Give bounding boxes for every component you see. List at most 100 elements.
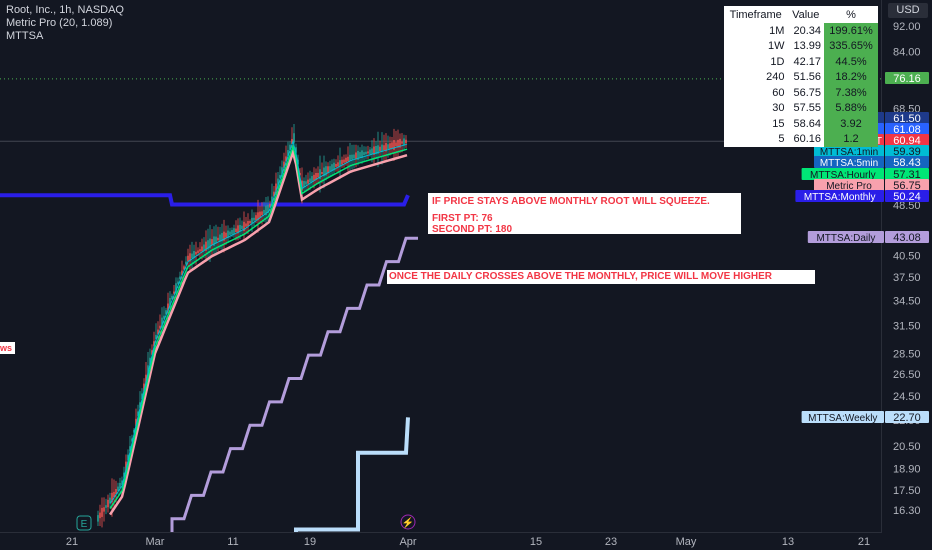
news-label[interactable]: ws <box>0 342 16 354</box>
price-candle <box>325 166 327 176</box>
mttsa-1min-line <box>109 139 408 504</box>
price-candle <box>123 472 125 478</box>
price-candle <box>249 221 251 224</box>
price-candle <box>181 270 183 276</box>
price-candle <box>109 497 111 504</box>
price-value-label: 50.24 <box>893 191 921 203</box>
y-tick-label: 37.50 <box>893 272 921 284</box>
price-candle <box>209 238 211 249</box>
price-candle <box>281 167 283 175</box>
price-candle <box>237 225 239 234</box>
x-tick-label: Apr <box>399 536 416 548</box>
price-candle <box>305 181 307 185</box>
timeframe-table: Timeframe Value % 1M 20.34 199.61% 1W 13.99… <box>724 6 878 147</box>
price-candle <box>267 204 269 214</box>
mttsa-monthly-line <box>0 193 410 207</box>
row-pct: 199.61% <box>824 23 878 39</box>
price-value-label: 61.08 <box>893 124 921 136</box>
price-candle <box>139 402 141 408</box>
table-row: 60 56.75 7.38% <box>724 85 878 101</box>
price-candle <box>319 169 321 179</box>
price-name-tag <box>814 179 884 191</box>
price-candle <box>259 211 261 218</box>
price-candle <box>111 492 113 503</box>
annotation-squeeze[interactable]: IF PRICE STAYS ABOVE MONTHLY ROOT WILL S… <box>428 193 741 235</box>
price-candle <box>331 164 333 171</box>
annotation-squeeze-line1: IF PRICE STAYS ABOVE MONTHLY ROOT WILL S… <box>432 196 710 207</box>
price-name-label: MTTSA:5min <box>820 158 878 169</box>
price-candle <box>117 486 119 491</box>
price-candle <box>379 146 381 152</box>
price-candle <box>159 325 161 329</box>
row-value: 20.34 <box>793 24 822 37</box>
price-candle <box>177 281 179 284</box>
price-candle <box>343 159 345 163</box>
price-candle <box>369 149 371 155</box>
price-candle <box>251 217 253 224</box>
price-value-label: 60.94 <box>893 135 921 147</box>
price-candle <box>397 139 399 148</box>
row-value: 60.16 <box>793 133 822 146</box>
price-candle <box>129 446 131 452</box>
price-candle <box>223 231 225 241</box>
price-candle <box>393 140 395 150</box>
y-tick-label: 48.50 <box>893 200 921 212</box>
price-candle <box>115 488 117 495</box>
annotation-first-pt: FIRST PT: 76 <box>432 213 493 224</box>
price-candle <box>161 317 163 327</box>
price-axis-panel <box>882 0 932 550</box>
price-candle <box>215 236 217 244</box>
row-pct: 3.92 <box>824 116 878 132</box>
annotation-daily-cross[interactable]: ONCE THE DAILY CROSSES ABOVE THE MONTHLY… <box>387 270 815 284</box>
y-tick-label: 20.50 <box>893 441 921 453</box>
legend-mttsa[interactable]: MTTSA <box>6 30 44 42</box>
legend-symbol[interactable]: Root, Inc., 1h, NASDAQ <box>6 4 124 16</box>
price-candle <box>197 250 199 254</box>
price-candle <box>291 138 293 144</box>
price-candle <box>289 144 291 150</box>
price-value-label: 58.43 <box>893 157 921 169</box>
currency-button[interactable]: USD <box>888 3 928 18</box>
price-candle <box>295 147 297 153</box>
y-tick-label: 92.00 <box>893 21 921 33</box>
price-value-tag <box>885 112 929 124</box>
price-candle <box>271 196 273 204</box>
y-tick-label: 26.50 <box>893 369 921 381</box>
y-tick-label: 24.50 <box>893 391 921 403</box>
price-candle <box>317 172 319 178</box>
price-value-tag <box>885 231 929 243</box>
price-name-tag <box>795 190 884 202</box>
price-value-tag <box>885 168 929 180</box>
price-candle <box>107 499 109 508</box>
price-candle <box>341 159 343 165</box>
price-candle <box>337 162 339 167</box>
row-value: 57.55 <box>793 102 822 115</box>
price-candle <box>363 152 365 155</box>
row-pct: 5.88% <box>824 100 878 116</box>
price-candle <box>167 303 169 312</box>
x-tick-label: Mar <box>146 536 165 548</box>
price-candle <box>233 228 235 235</box>
price-candle <box>287 150 289 157</box>
price-value-tag <box>885 134 929 146</box>
price-candle <box>239 224 241 232</box>
row-tf: 15 <box>772 117 785 130</box>
legend-metric-pro[interactable]: Metric Pro (20, 1.089) <box>6 17 113 29</box>
price-value-label: 43.08 <box>893 232 921 244</box>
table-header-row: Timeframe Value % <box>724 6 878 23</box>
price-candle <box>351 154 353 160</box>
price-candle <box>203 244 205 251</box>
price-name-tag <box>807 231 884 243</box>
price-candle <box>229 231 231 235</box>
price-candle <box>185 261 187 265</box>
price-candle <box>303 181 305 188</box>
price-candle <box>383 145 385 151</box>
price-candle <box>357 150 359 160</box>
dividend-flash-marker <box>400 514 416 530</box>
price-candle <box>131 438 133 442</box>
row-pct: 7.38% <box>824 85 878 101</box>
price-candle <box>187 255 189 262</box>
header-value: Value <box>792 8 820 21</box>
price-candle <box>405 139 407 144</box>
price-value-tag <box>885 72 929 84</box>
